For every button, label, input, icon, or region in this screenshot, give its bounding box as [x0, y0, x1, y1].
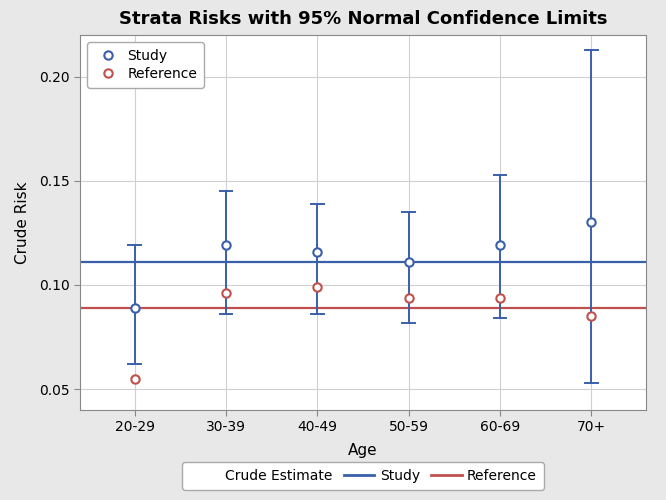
Legend: Crude Estimate, Study, Reference: Crude Estimate, Study, Reference — [182, 462, 544, 490]
Title: Strata Risks with 95% Normal Confidence Limits: Strata Risks with 95% Normal Confidence … — [119, 10, 607, 28]
X-axis label: Age: Age — [348, 443, 378, 458]
Y-axis label: Crude Risk: Crude Risk — [15, 181, 31, 264]
